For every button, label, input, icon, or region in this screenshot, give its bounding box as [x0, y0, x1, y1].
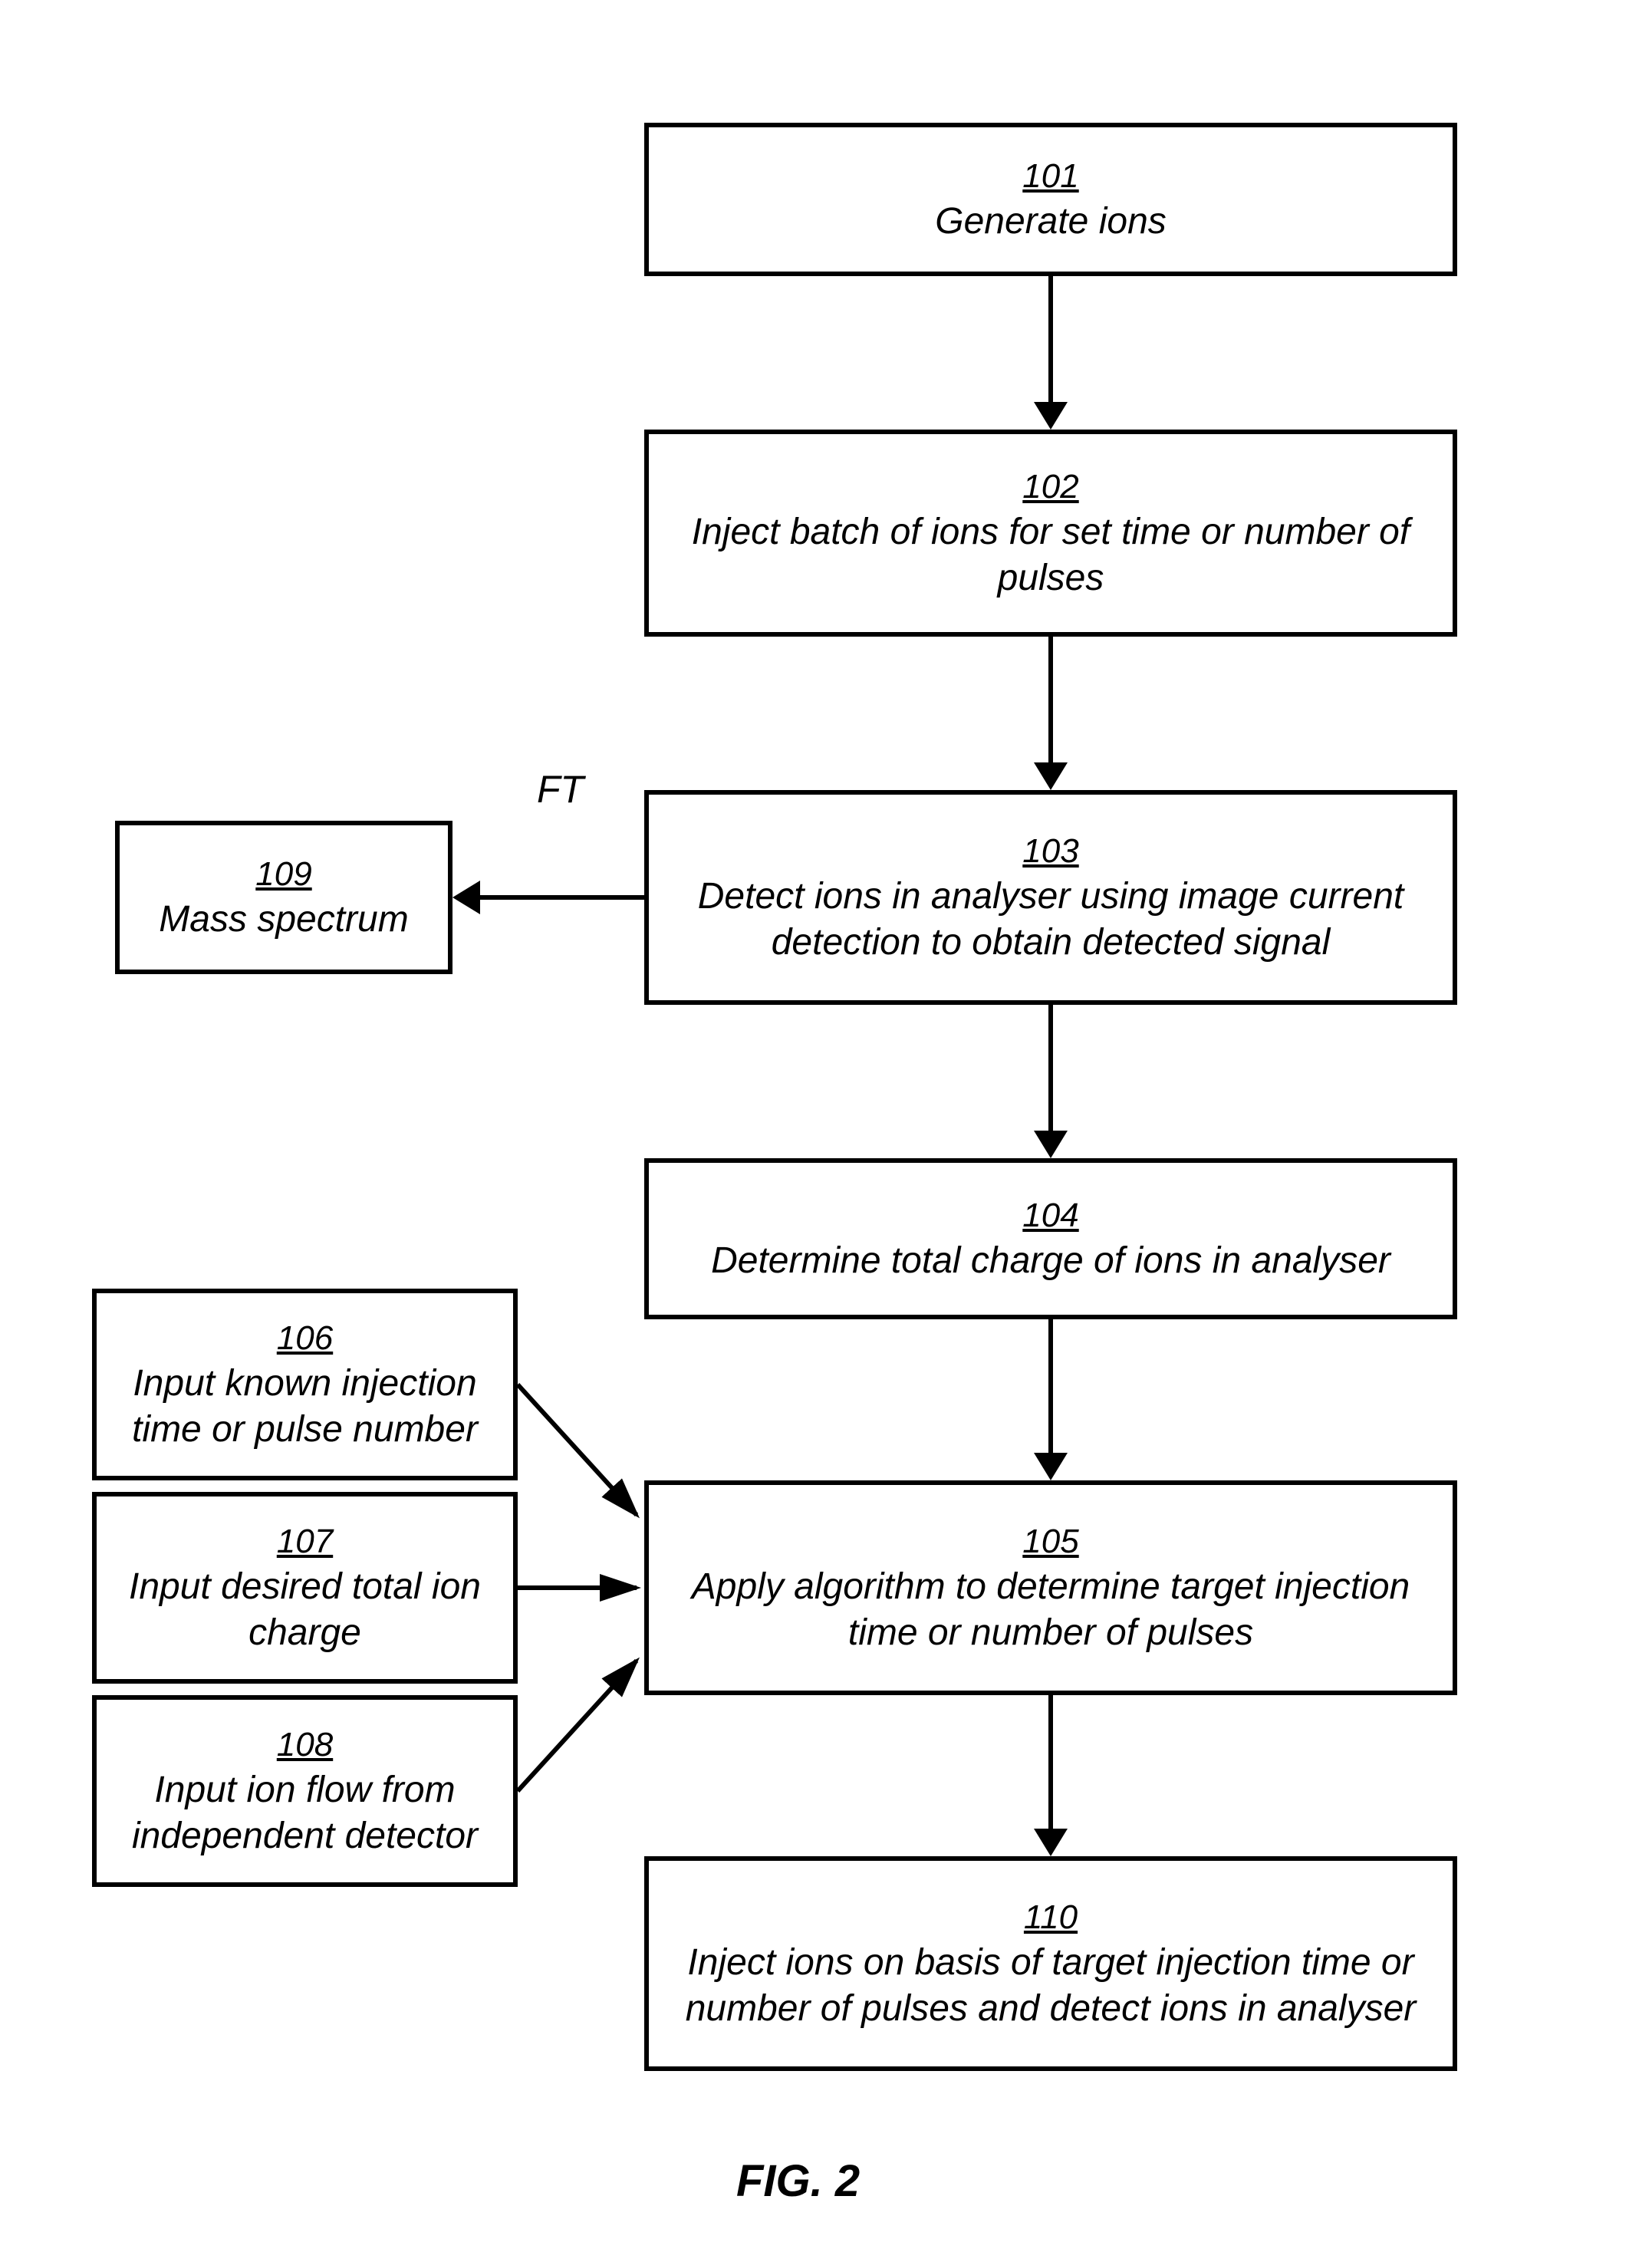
node-id: 110: [1024, 1895, 1078, 1939]
arrow-head: [1034, 1829, 1068, 1856]
node-text: Inject ions on basis of target injection…: [672, 1940, 1430, 2032]
arrow-105-110: [1048, 1695, 1053, 1833]
node-110: 110 Inject ions on basis of target injec…: [644, 1856, 1457, 2071]
figure-label: FIG. 2: [736, 2155, 860, 2207]
